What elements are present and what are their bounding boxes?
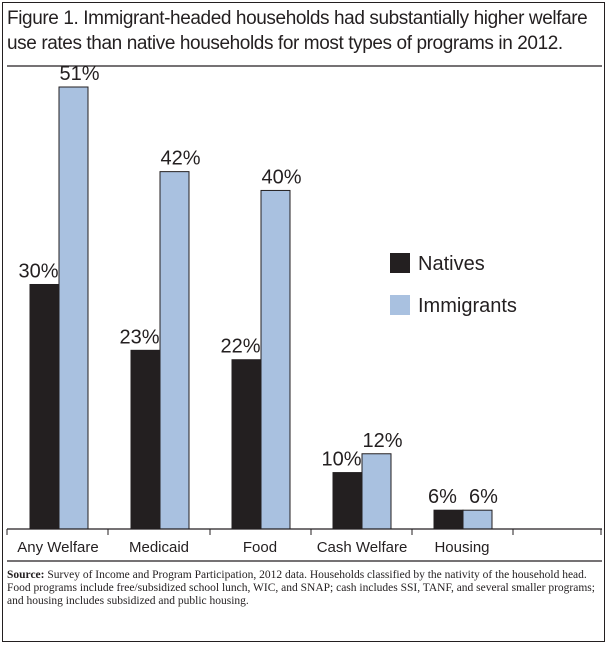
x-tick-label: Food — [243, 539, 277, 556]
bar-natives — [29, 283, 60, 530]
source-label: Source: — [7, 569, 45, 581]
chart-title: Figure 1. Immigrant-headed households ha… — [7, 8, 588, 54]
legend-swatch-natives — [390, 253, 410, 273]
source-text: Survey of Income and Program Participati… — [44, 569, 587, 581]
x-tick-label: Any Welfare — [17, 539, 98, 556]
x-tick-label: Medicaid — [129, 539, 189, 556]
data-label: 30% — [18, 260, 58, 282]
data-label: 22% — [220, 336, 260, 358]
data-label: 42% — [160, 148, 200, 170]
bar-immigrants — [361, 453, 392, 530]
bar-natives — [433, 509, 464, 530]
bar-immigrants — [159, 171, 190, 530]
data-label: 51% — [59, 63, 99, 85]
legend-swatch-immigrants — [390, 295, 410, 315]
data-label: 6% — [469, 486, 498, 508]
source-note: Source: Survey of Income and Program Par… — [7, 569, 602, 608]
legend-label-immigrants: Immigrants — [418, 295, 517, 317]
bar-natives — [231, 359, 262, 530]
data-label: 12% — [362, 430, 402, 452]
bar-immigrants — [462, 509, 493, 530]
data-label: 40% — [261, 166, 301, 188]
data-label: 6% — [428, 486, 457, 508]
detail-text: Food programs include free/subsidized sc… — [7, 582, 595, 607]
data-label: 23% — [119, 326, 159, 348]
x-tick-label: Housing — [434, 539, 489, 556]
bar-natives — [332, 472, 363, 530]
bar-immigrants — [260, 189, 291, 530]
bar-immigrants — [58, 86, 89, 530]
data-label: 10% — [321, 449, 361, 471]
x-tick-label: Cash Welfare — [317, 539, 408, 556]
legend-label-natives: Natives — [418, 253, 485, 275]
bar-natives — [130, 349, 161, 530]
